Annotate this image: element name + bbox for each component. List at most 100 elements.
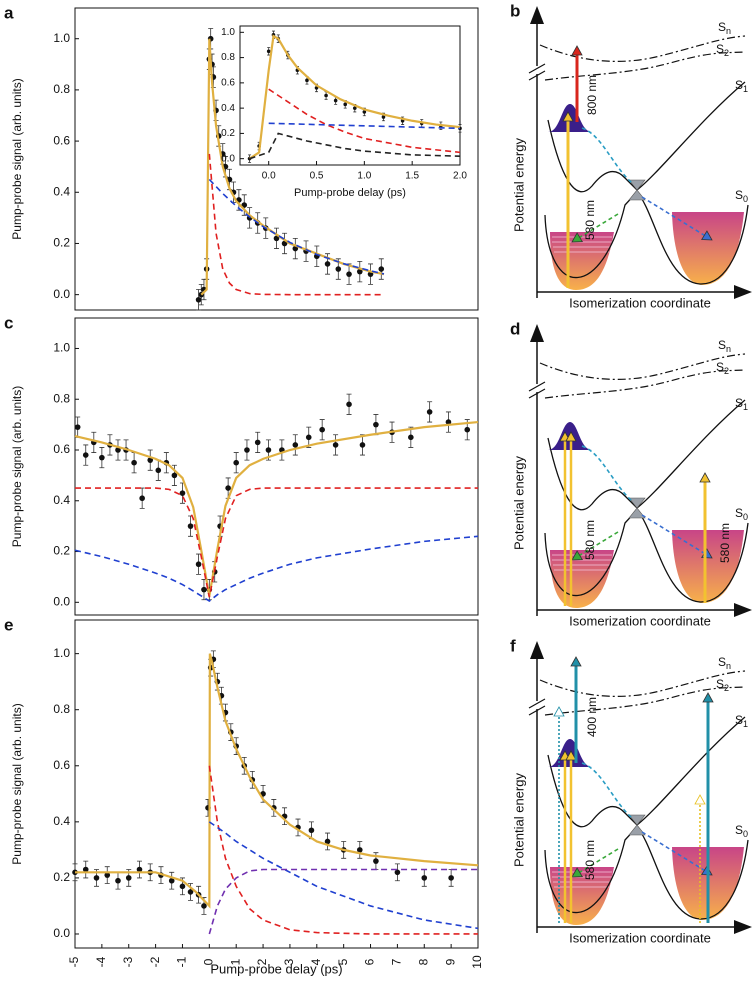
state-subscript: 0 <box>743 194 748 204</box>
arrow-shaft <box>579 213 619 239</box>
data-point <box>464 426 471 433</box>
y-tick-label: 0.8 <box>221 52 235 63</box>
state-s0 <box>544 826 749 920</box>
arrow-head <box>571 550 583 561</box>
state-label: S2 <box>716 677 729 693</box>
data-point <box>445 419 452 425</box>
data-point <box>308 827 315 834</box>
data-point <box>147 457 154 463</box>
data-point <box>168 877 175 884</box>
state-s2 <box>544 686 746 716</box>
axis-arrow <box>734 285 752 299</box>
conical-intersection <box>628 179 646 201</box>
x-tick-label: 2.0 <box>453 171 467 182</box>
state-s2 <box>544 369 746 399</box>
plot-frame <box>74 317 479 616</box>
data-point <box>115 877 121 884</box>
x-tick-label: -5 <box>67 956 81 967</box>
state-letter: S <box>716 42 724 56</box>
state-label: S0 <box>735 188 748 204</box>
data-point <box>426 409 433 415</box>
arrow-shaft <box>641 196 705 236</box>
data-point <box>254 439 261 446</box>
data-point <box>373 421 379 428</box>
y-tick-label: 0.6 <box>221 78 235 89</box>
state-s1 <box>547 399 746 511</box>
data-point <box>225 485 231 491</box>
data-point <box>241 202 248 208</box>
state-label: S1 <box>735 713 748 729</box>
well-population <box>672 530 744 603</box>
fit-component <box>208 868 478 935</box>
data-point <box>356 847 363 853</box>
axis-break-gap <box>531 66 543 74</box>
arrow-head <box>699 472 711 483</box>
relaxation-path <box>581 445 633 502</box>
data-point <box>362 110 367 114</box>
state-label: Sn <box>718 20 731 36</box>
fit-component <box>268 122 461 130</box>
state-label: S0 <box>735 506 748 522</box>
x-tick-label: 0 <box>202 958 216 965</box>
data-point <box>448 875 454 881</box>
data-point <box>82 866 89 873</box>
data-point <box>356 268 363 275</box>
wavelength-label: 800 nm <box>585 75 599 115</box>
y-tick-label: 1.0 <box>53 646 70 660</box>
plot-frame <box>74 7 479 311</box>
y-tick-label: 0.8 <box>53 82 70 96</box>
state-letter: S <box>716 360 724 374</box>
x-tick-label: 10 <box>470 955 484 969</box>
data-point <box>104 872 111 878</box>
x-tick-label: 6 <box>363 958 377 965</box>
state-subscript: 2 <box>724 366 729 376</box>
state-s1 <box>547 716 746 828</box>
arrow-head <box>694 794 706 805</box>
x-tick-label: 1.0 <box>357 171 371 182</box>
arrow-head <box>702 692 714 703</box>
state-letter: S <box>735 396 743 410</box>
data-point <box>74 424 81 430</box>
wavelength-label: 580 nm <box>583 840 597 880</box>
state-subscript: n <box>726 661 731 671</box>
panel-letter: f <box>510 636 516 655</box>
x-tick-label: -4 <box>94 956 108 967</box>
data-point <box>115 447 121 453</box>
state-label: S1 <box>735 78 748 94</box>
data-point <box>324 261 331 267</box>
state-subscript: 0 <box>743 512 748 522</box>
y-axis-label: Potential energy <box>511 456 526 550</box>
data-point <box>324 93 328 98</box>
data-point <box>273 235 280 242</box>
data-point <box>179 490 186 496</box>
x-tick-label: -1 <box>175 956 189 967</box>
x-tick-label: 5 <box>336 958 350 965</box>
state-letter: S <box>735 188 743 202</box>
arrow-head <box>570 656 582 667</box>
arrow-shaft <box>641 831 705 871</box>
arrow-head <box>565 431 577 442</box>
y-tick-label: 0.2 <box>53 870 70 884</box>
well-population <box>672 212 744 285</box>
x-tick-label: 1 <box>228 958 242 965</box>
data-point <box>125 875 132 881</box>
data-point <box>319 426 325 433</box>
data-point <box>333 98 338 103</box>
x-axis-label: Pump-probe delay (ps) <box>210 961 342 976</box>
state-label: S0 <box>735 823 748 839</box>
axis-arrow <box>734 920 752 934</box>
x-tick-label: 8 <box>416 958 430 965</box>
data-point <box>195 561 202 568</box>
wavelength-label: 400 nm <box>585 697 599 737</box>
x-axis-label: Isomerization coordinate <box>569 613 711 628</box>
data-point <box>171 472 178 479</box>
wavelength-label: 580 nm <box>583 200 597 240</box>
energy-diagram: b Potential energy Isomerization coordinat… <box>510 1 752 310</box>
axis-break-gap <box>531 701 543 709</box>
panel-letter: e <box>4 615 13 634</box>
data-point <box>201 586 207 593</box>
x-tick-label: 2 <box>255 958 269 965</box>
x-axis-label: Isomerization coordinate <box>569 295 711 310</box>
fit-total <box>75 653 479 909</box>
y-axis-label: Potential energy <box>511 773 526 867</box>
